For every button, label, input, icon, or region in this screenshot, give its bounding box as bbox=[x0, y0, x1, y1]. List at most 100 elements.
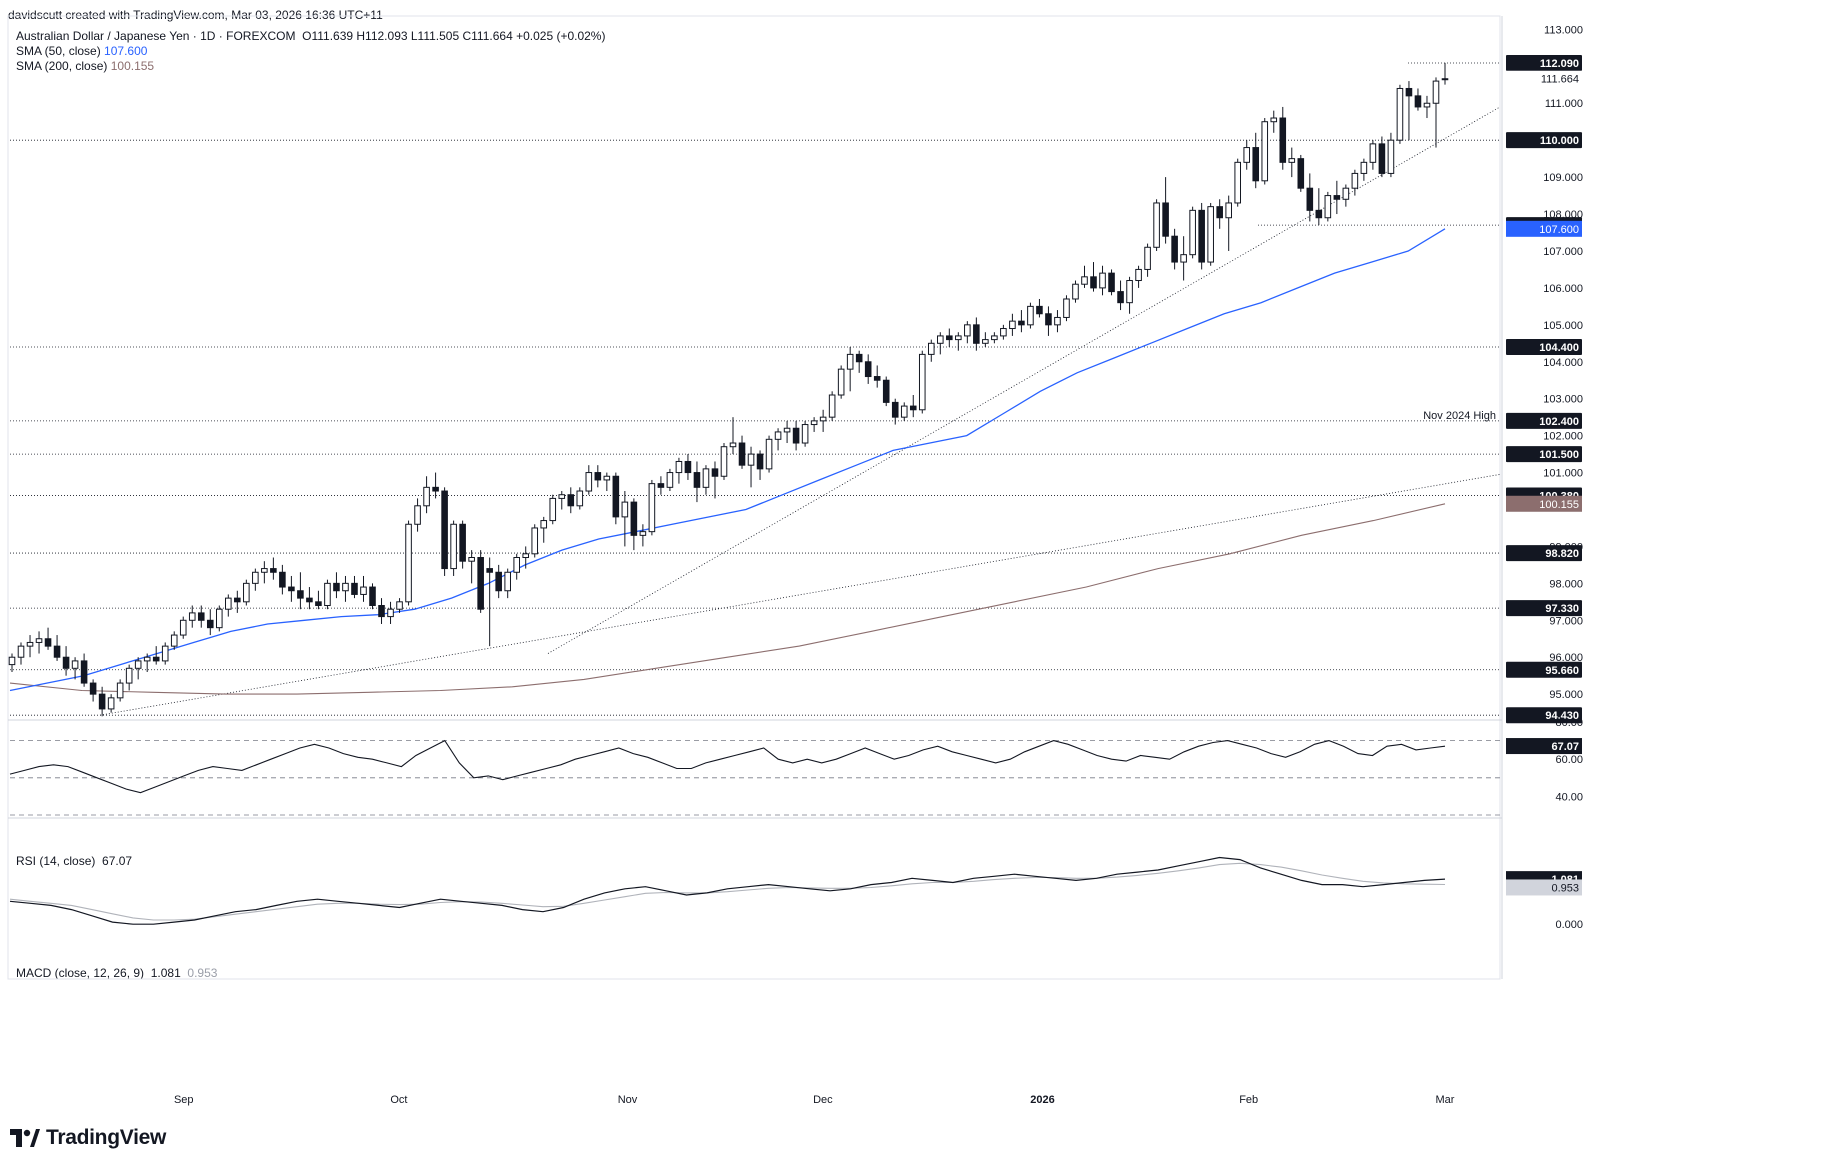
level-label: 98.820 bbox=[1545, 548, 1579, 560]
candle-down bbox=[1036, 305, 1043, 315]
sma50-label: SMA (50, close) bbox=[16, 44, 101, 58]
level-label: 102.400 bbox=[1539, 416, 1579, 428]
level-label-bg bbox=[1506, 707, 1582, 724]
symbol-header: Australian Dollar / Japanese Yen · 1D · … bbox=[16, 28, 605, 44]
candle-up bbox=[1081, 276, 1088, 285]
candle-down bbox=[98, 693, 106, 710]
candle-down bbox=[1216, 206, 1223, 219]
candle-up bbox=[342, 582, 349, 592]
candle-down bbox=[756, 453, 764, 470]
trendline-long bbox=[99, 474, 1501, 716]
candle-down bbox=[80, 660, 88, 684]
candle-up bbox=[134, 660, 142, 669]
sma200-label: SMA (200, close) bbox=[16, 59, 108, 73]
candle-down bbox=[53, 645, 61, 658]
macd-value: 1.081 bbox=[150, 966, 181, 980]
tradingview-logo-icon bbox=[10, 1129, 40, 1147]
y-tick-label: 107.000 bbox=[1543, 246, 1583, 258]
candle-up bbox=[225, 597, 232, 610]
candle-down bbox=[873, 376, 881, 381]
level-label: 112.090 bbox=[1540, 58, 1579, 70]
macd-tick-label: 0.000 bbox=[1555, 919, 1583, 931]
candle-up bbox=[1270, 117, 1278, 123]
candle-down bbox=[152, 656, 160, 662]
y-tick-label: 101.000 bbox=[1543, 468, 1583, 480]
candle-down bbox=[792, 427, 800, 444]
candle-down bbox=[206, 619, 214, 629]
candle-down bbox=[1279, 117, 1287, 163]
y-tick-label: 113.000 bbox=[1544, 24, 1583, 36]
current-price-label: 111.664 bbox=[1541, 74, 1579, 86]
sma50-legend[interactable]: SMA (50, close) 107.600 bbox=[16, 43, 147, 59]
candle-up bbox=[1072, 283, 1079, 300]
candle-down bbox=[306, 597, 313, 603]
candle-up bbox=[1234, 161, 1242, 204]
candle-down bbox=[567, 494, 575, 507]
x-tick-label: Dec bbox=[813, 1094, 833, 1106]
candle-up bbox=[1324, 195, 1332, 219]
y-tick-label: 98.000 bbox=[1549, 578, 1583, 590]
candle-up bbox=[1351, 172, 1359, 189]
candle-down bbox=[1405, 87, 1413, 97]
level-label-bg bbox=[1506, 661, 1582, 678]
candle-up bbox=[540, 520, 548, 529]
y-tick-label: 96.000 bbox=[1549, 652, 1583, 664]
symbol-title[interactable]: Australian Dollar / Japanese Yen · 1D · … bbox=[16, 29, 296, 43]
candle-up bbox=[504, 571, 511, 592]
x-tick-label: Mar bbox=[1436, 1094, 1455, 1106]
sma200-legend[interactable]: SMA (200, close) 100.155 bbox=[16, 58, 154, 74]
candle-up bbox=[261, 568, 268, 573]
candle-up bbox=[1054, 316, 1061, 326]
macd-legend[interactable]: MACD (close, 12, 26, 9) 1.081 0.953 bbox=[16, 966, 217, 980]
candle-down bbox=[1117, 291, 1124, 304]
candle-up bbox=[8, 656, 16, 666]
candle-up bbox=[1126, 280, 1133, 304]
level-label: 104.400 bbox=[1539, 342, 1579, 354]
candle-down bbox=[1090, 276, 1097, 289]
candle-down bbox=[657, 483, 665, 488]
candle-up bbox=[26, 641, 34, 647]
candle-up bbox=[639, 531, 647, 536]
candle-down bbox=[44, 638, 52, 647]
candle-up bbox=[1288, 158, 1296, 163]
candle-down bbox=[1333, 195, 1341, 200]
candle-up bbox=[747, 453, 755, 466]
candle-down bbox=[432, 486, 439, 492]
candle-down bbox=[1414, 95, 1422, 108]
x-tick-label: Oct bbox=[390, 1094, 407, 1106]
x-tick-label: Feb bbox=[1239, 1094, 1258, 1106]
candle-down bbox=[612, 475, 620, 518]
level-label: 95.660 bbox=[1545, 665, 1579, 677]
level-label-bg bbox=[1506, 545, 1582, 562]
level-annotation: Nov 2024 High bbox=[1423, 410, 1496, 422]
candle-down bbox=[973, 324, 980, 344]
candle-down bbox=[459, 523, 466, 562]
sma200-axis-label-bg bbox=[1506, 495, 1582, 512]
candle-up bbox=[964, 324, 971, 337]
tradingview-logo[interactable]: TradingView bbox=[10, 1126, 166, 1150]
candle-up bbox=[1009, 320, 1016, 330]
candle-down bbox=[234, 597, 241, 603]
rsi-legend[interactable]: RSI (14, close) 67.07 bbox=[16, 854, 132, 868]
y-tick-label: 97.000 bbox=[1549, 615, 1583, 627]
candle-up bbox=[937, 335, 944, 344]
candle-up bbox=[1441, 78, 1449, 81]
candle-down bbox=[351, 582, 358, 595]
candle-up bbox=[810, 420, 818, 426]
candle-up bbox=[1144, 246, 1151, 270]
candle-down bbox=[1198, 209, 1205, 263]
y-tick-label: 105.000 bbox=[1543, 320, 1583, 332]
candle-down bbox=[297, 590, 304, 599]
candle-down bbox=[279, 571, 286, 588]
candle-down bbox=[738, 442, 746, 466]
x-tick-label: Sep bbox=[174, 1094, 194, 1106]
sma50-value: 107.600 bbox=[104, 44, 148, 58]
rsi-value-label: 67.07 bbox=[1551, 741, 1579, 753]
candle-up bbox=[1189, 209, 1196, 256]
candle-up bbox=[1261, 121, 1269, 182]
level-label: 101.500 bbox=[1539, 449, 1579, 461]
candle-up bbox=[846, 353, 854, 370]
ohlc-readout: O111.639 H112.093 L111.505 C111.664 +0.0… bbox=[302, 29, 606, 43]
rsi-tick-label: 40.00 bbox=[1555, 791, 1583, 803]
